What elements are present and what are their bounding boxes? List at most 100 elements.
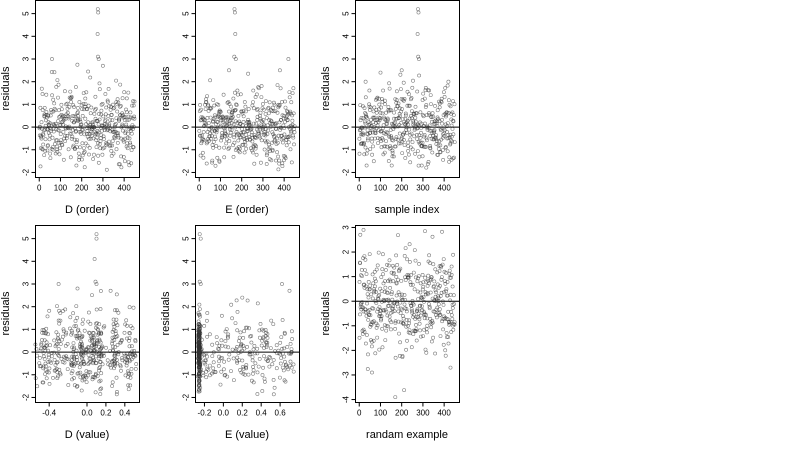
data-point bbox=[424, 165, 429, 170]
data-point bbox=[395, 137, 400, 142]
data-point bbox=[106, 87, 111, 91]
data-point bbox=[116, 135, 121, 140]
data-point bbox=[272, 133, 277, 138]
data-point bbox=[41, 128, 46, 133]
data-point bbox=[390, 297, 395, 302]
data-point bbox=[206, 367, 211, 372]
data-point bbox=[75, 315, 80, 320]
data-point bbox=[88, 321, 93, 326]
data-point bbox=[109, 148, 114, 153]
data-point bbox=[445, 121, 450, 126]
data-point bbox=[95, 32, 100, 36]
data-point bbox=[408, 301, 413, 306]
data-point bbox=[289, 160, 294, 165]
data-point bbox=[271, 377, 276, 382]
data-point bbox=[217, 159, 222, 164]
data-point bbox=[126, 387, 131, 392]
data-point bbox=[451, 132, 456, 137]
y-tick-label: 2 bbox=[182, 79, 191, 84]
data-point bbox=[55, 138, 59, 143]
data-point bbox=[46, 360, 51, 364]
data-point bbox=[94, 106, 98, 111]
data-point bbox=[437, 99, 441, 104]
data-point bbox=[384, 324, 389, 328]
data-point bbox=[259, 95, 264, 100]
data-point bbox=[289, 329, 294, 334]
data-point bbox=[232, 90, 237, 95]
data-point bbox=[394, 281, 399, 286]
data-point bbox=[369, 117, 373, 122]
data-point bbox=[66, 147, 71, 152]
data-point bbox=[391, 154, 396, 159]
data-point bbox=[211, 119, 215, 123]
data-point bbox=[34, 346, 39, 351]
data-point bbox=[256, 364, 261, 369]
data-point bbox=[421, 295, 426, 300]
data-point bbox=[281, 136, 286, 141]
data-point bbox=[82, 377, 87, 382]
data-point bbox=[197, 340, 202, 345]
data-point bbox=[394, 274, 399, 279]
data-point bbox=[97, 81, 102, 86]
data-point bbox=[390, 150, 395, 155]
data-point bbox=[129, 161, 134, 166]
data-point bbox=[244, 363, 249, 367]
data-point bbox=[428, 146, 433, 151]
data-point bbox=[247, 326, 252, 331]
data-point bbox=[380, 97, 384, 101]
data-point bbox=[417, 321, 422, 326]
data-point bbox=[444, 110, 449, 115]
data-point bbox=[91, 334, 96, 339]
data-point bbox=[264, 330, 269, 335]
data-point bbox=[56, 347, 61, 351]
data-point bbox=[452, 322, 457, 327]
data-point bbox=[117, 162, 122, 167]
data-point bbox=[198, 153, 203, 158]
data-point bbox=[210, 158, 215, 163]
data-point bbox=[399, 120, 404, 125]
data-point bbox=[123, 159, 127, 164]
data-point bbox=[71, 103, 76, 108]
y-tick-label: 1 bbox=[342, 102, 351, 107]
data-point bbox=[197, 357, 202, 361]
data-point bbox=[73, 129, 78, 134]
data-point bbox=[392, 125, 397, 130]
y-tick-label: 2 bbox=[182, 304, 191, 309]
data-point bbox=[434, 133, 439, 138]
data-point bbox=[198, 103, 203, 107]
data-point bbox=[121, 155, 126, 159]
data-point bbox=[72, 114, 77, 119]
data-point bbox=[76, 110, 80, 115]
data-point bbox=[41, 380, 46, 385]
data-point bbox=[243, 109, 248, 114]
data-point bbox=[410, 85, 415, 90]
data-point bbox=[386, 303, 391, 308]
data-point bbox=[231, 96, 236, 101]
data-point bbox=[291, 86, 296, 91]
data-point bbox=[204, 375, 209, 380]
data-point bbox=[375, 136, 380, 141]
data-point bbox=[408, 137, 413, 142]
data-point bbox=[216, 103, 221, 107]
data-point bbox=[83, 350, 88, 355]
data-point bbox=[280, 346, 285, 351]
x-tick-label: 0.2 bbox=[100, 409, 112, 418]
data-point bbox=[364, 284, 368, 289]
data-point bbox=[267, 354, 272, 359]
e-value-points bbox=[195, 232, 296, 397]
data-point bbox=[410, 301, 415, 306]
data-point bbox=[410, 282, 415, 287]
data-point bbox=[113, 136, 117, 141]
data-point bbox=[291, 111, 296, 116]
data-point bbox=[362, 119, 367, 124]
data-point bbox=[266, 142, 271, 147]
data-point bbox=[280, 351, 285, 356]
data-point bbox=[399, 292, 404, 297]
data-point bbox=[223, 329, 228, 334]
data-point bbox=[122, 330, 127, 335]
data-point bbox=[103, 112, 108, 117]
data-point bbox=[88, 75, 93, 80]
random-example-y-label: residuals bbox=[320, 291, 332, 336]
data-point bbox=[223, 372, 228, 377]
data-point bbox=[53, 344, 58, 349]
